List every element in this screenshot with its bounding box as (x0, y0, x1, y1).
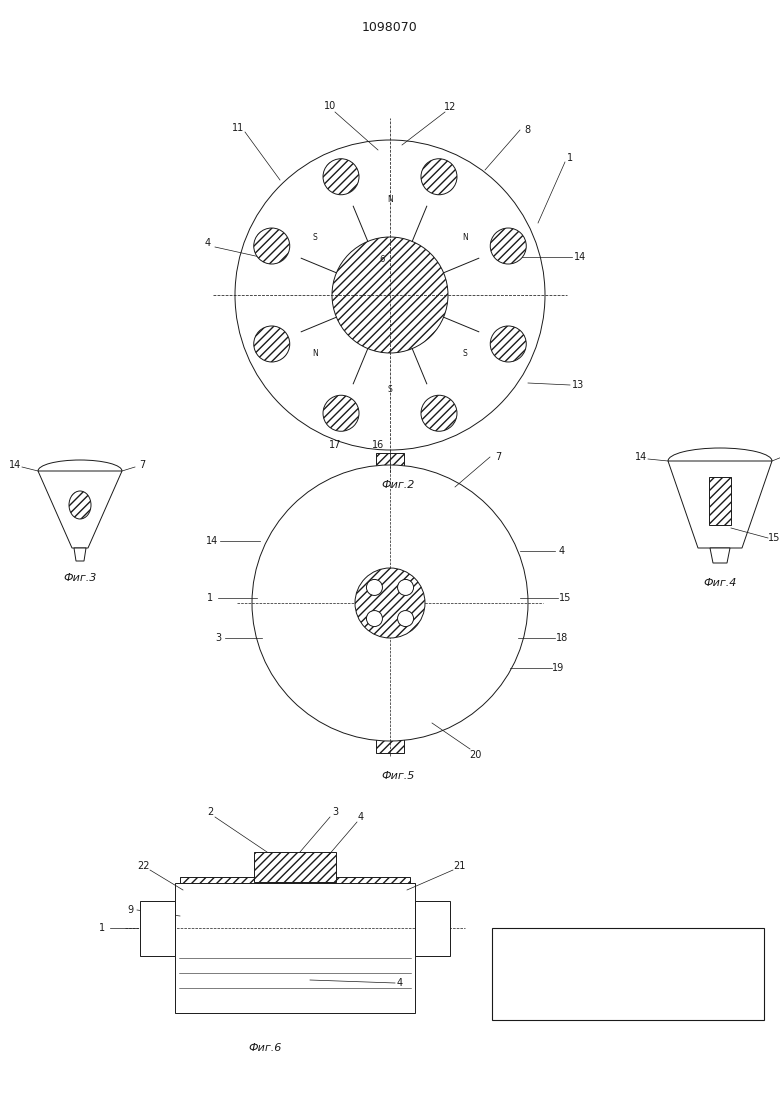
Text: 4: 4 (397, 978, 403, 988)
Text: 7: 7 (139, 460, 145, 470)
Bar (427, 193, 492, 258)
Text: 11: 11 (232, 124, 244, 133)
Text: ВНИИПИ    Заказ 4219/43: ВНИИПИ Заказ 4219/43 (498, 934, 622, 943)
Circle shape (235, 140, 545, 450)
Bar (427, 332, 492, 397)
Polygon shape (276, 511, 366, 591)
Circle shape (491, 228, 526, 264)
Text: 14: 14 (574, 251, 586, 263)
Text: 22: 22 (136, 861, 149, 871)
Circle shape (254, 228, 289, 264)
Text: 15: 15 (558, 593, 571, 603)
Circle shape (421, 159, 457, 195)
Text: N: N (462, 233, 468, 242)
Bar (180, 915, 410, 944)
Text: 2: 2 (207, 807, 213, 817)
Bar (709, 476, 731, 525)
Bar (376, 161, 404, 239)
Circle shape (355, 568, 425, 638)
Bar (180, 877, 410, 915)
Ellipse shape (69, 491, 91, 520)
Bar (254, 852, 336, 882)
Bar (140, 900, 175, 955)
Text: Филиал ППП "Патент",: Филиал ППП "Патент", (498, 979, 605, 988)
Text: 9: 9 (127, 904, 133, 915)
Text: 14: 14 (635, 452, 647, 462)
Text: 6: 6 (379, 256, 385, 265)
Polygon shape (298, 628, 378, 717)
Circle shape (367, 611, 382, 627)
Text: г.Ужгород,ул.Проектная,4: г.Ужгород,ул.Проектная,4 (498, 993, 627, 1002)
Circle shape (398, 579, 413, 596)
Bar (175, 884, 415, 1013)
Text: 4: 4 (358, 812, 364, 822)
Text: 7: 7 (495, 452, 501, 462)
Circle shape (421, 395, 457, 431)
Text: 14: 14 (206, 536, 218, 546)
Text: 10: 10 (324, 101, 336, 111)
Polygon shape (402, 489, 482, 579)
Circle shape (491, 326, 526, 362)
Text: 3: 3 (215, 633, 221, 643)
Text: 19: 19 (552, 663, 564, 673)
Bar (446, 281, 524, 309)
Text: 13: 13 (572, 381, 584, 390)
Text: Фиг.5: Фиг.5 (381, 771, 415, 781)
Polygon shape (668, 461, 772, 548)
Text: 1098070: 1098070 (362, 21, 418, 34)
Bar (376, 351, 404, 429)
Polygon shape (381, 639, 440, 725)
Text: Фиг.3: Фиг.3 (63, 572, 97, 583)
Polygon shape (425, 553, 512, 612)
Circle shape (323, 159, 359, 195)
Text: 8: 8 (524, 125, 530, 135)
Polygon shape (38, 471, 122, 548)
Text: 17: 17 (329, 440, 341, 450)
Text: 1: 1 (99, 923, 105, 933)
Circle shape (367, 579, 382, 596)
Text: S: S (463, 349, 467, 357)
Text: N: N (312, 349, 318, 357)
Text: 21: 21 (453, 861, 465, 871)
Text: 3: 3 (332, 807, 338, 817)
Bar (288, 332, 353, 397)
Text: S: S (313, 233, 317, 242)
Circle shape (254, 326, 289, 362)
Bar (288, 193, 353, 258)
Bar (492, 928, 764, 1020)
Text: 4: 4 (205, 238, 211, 248)
Polygon shape (74, 548, 86, 561)
Text: Фиг.6: Фиг.6 (248, 1043, 282, 1053)
Text: 14: 14 (9, 460, 21, 470)
Polygon shape (710, 548, 730, 563)
Circle shape (398, 611, 413, 627)
Text: 15: 15 (768, 533, 780, 543)
Text: Тираж 667        Подписное: Тираж 667 Подписное (498, 950, 638, 959)
Text: Фиг.2: Фиг.2 (381, 480, 415, 490)
Polygon shape (414, 615, 504, 695)
Ellipse shape (252, 465, 528, 741)
Text: 20: 20 (469, 750, 481, 760)
Circle shape (323, 395, 359, 431)
Polygon shape (340, 482, 399, 568)
Text: 1: 1 (207, 593, 213, 603)
Circle shape (332, 237, 448, 353)
Polygon shape (268, 593, 355, 653)
Text: Фиг.4: Фиг.4 (704, 578, 736, 588)
Text: N: N (387, 195, 393, 204)
Text: 12: 12 (444, 101, 456, 113)
Text: 1: 1 (567, 153, 573, 163)
Bar (256, 281, 334, 309)
Text: S: S (388, 386, 392, 395)
Bar (415, 900, 450, 955)
Text: 4: 4 (559, 546, 565, 556)
Bar (376, 453, 404, 753)
Text: 16: 16 (372, 440, 384, 450)
Text: 18: 18 (556, 633, 568, 643)
